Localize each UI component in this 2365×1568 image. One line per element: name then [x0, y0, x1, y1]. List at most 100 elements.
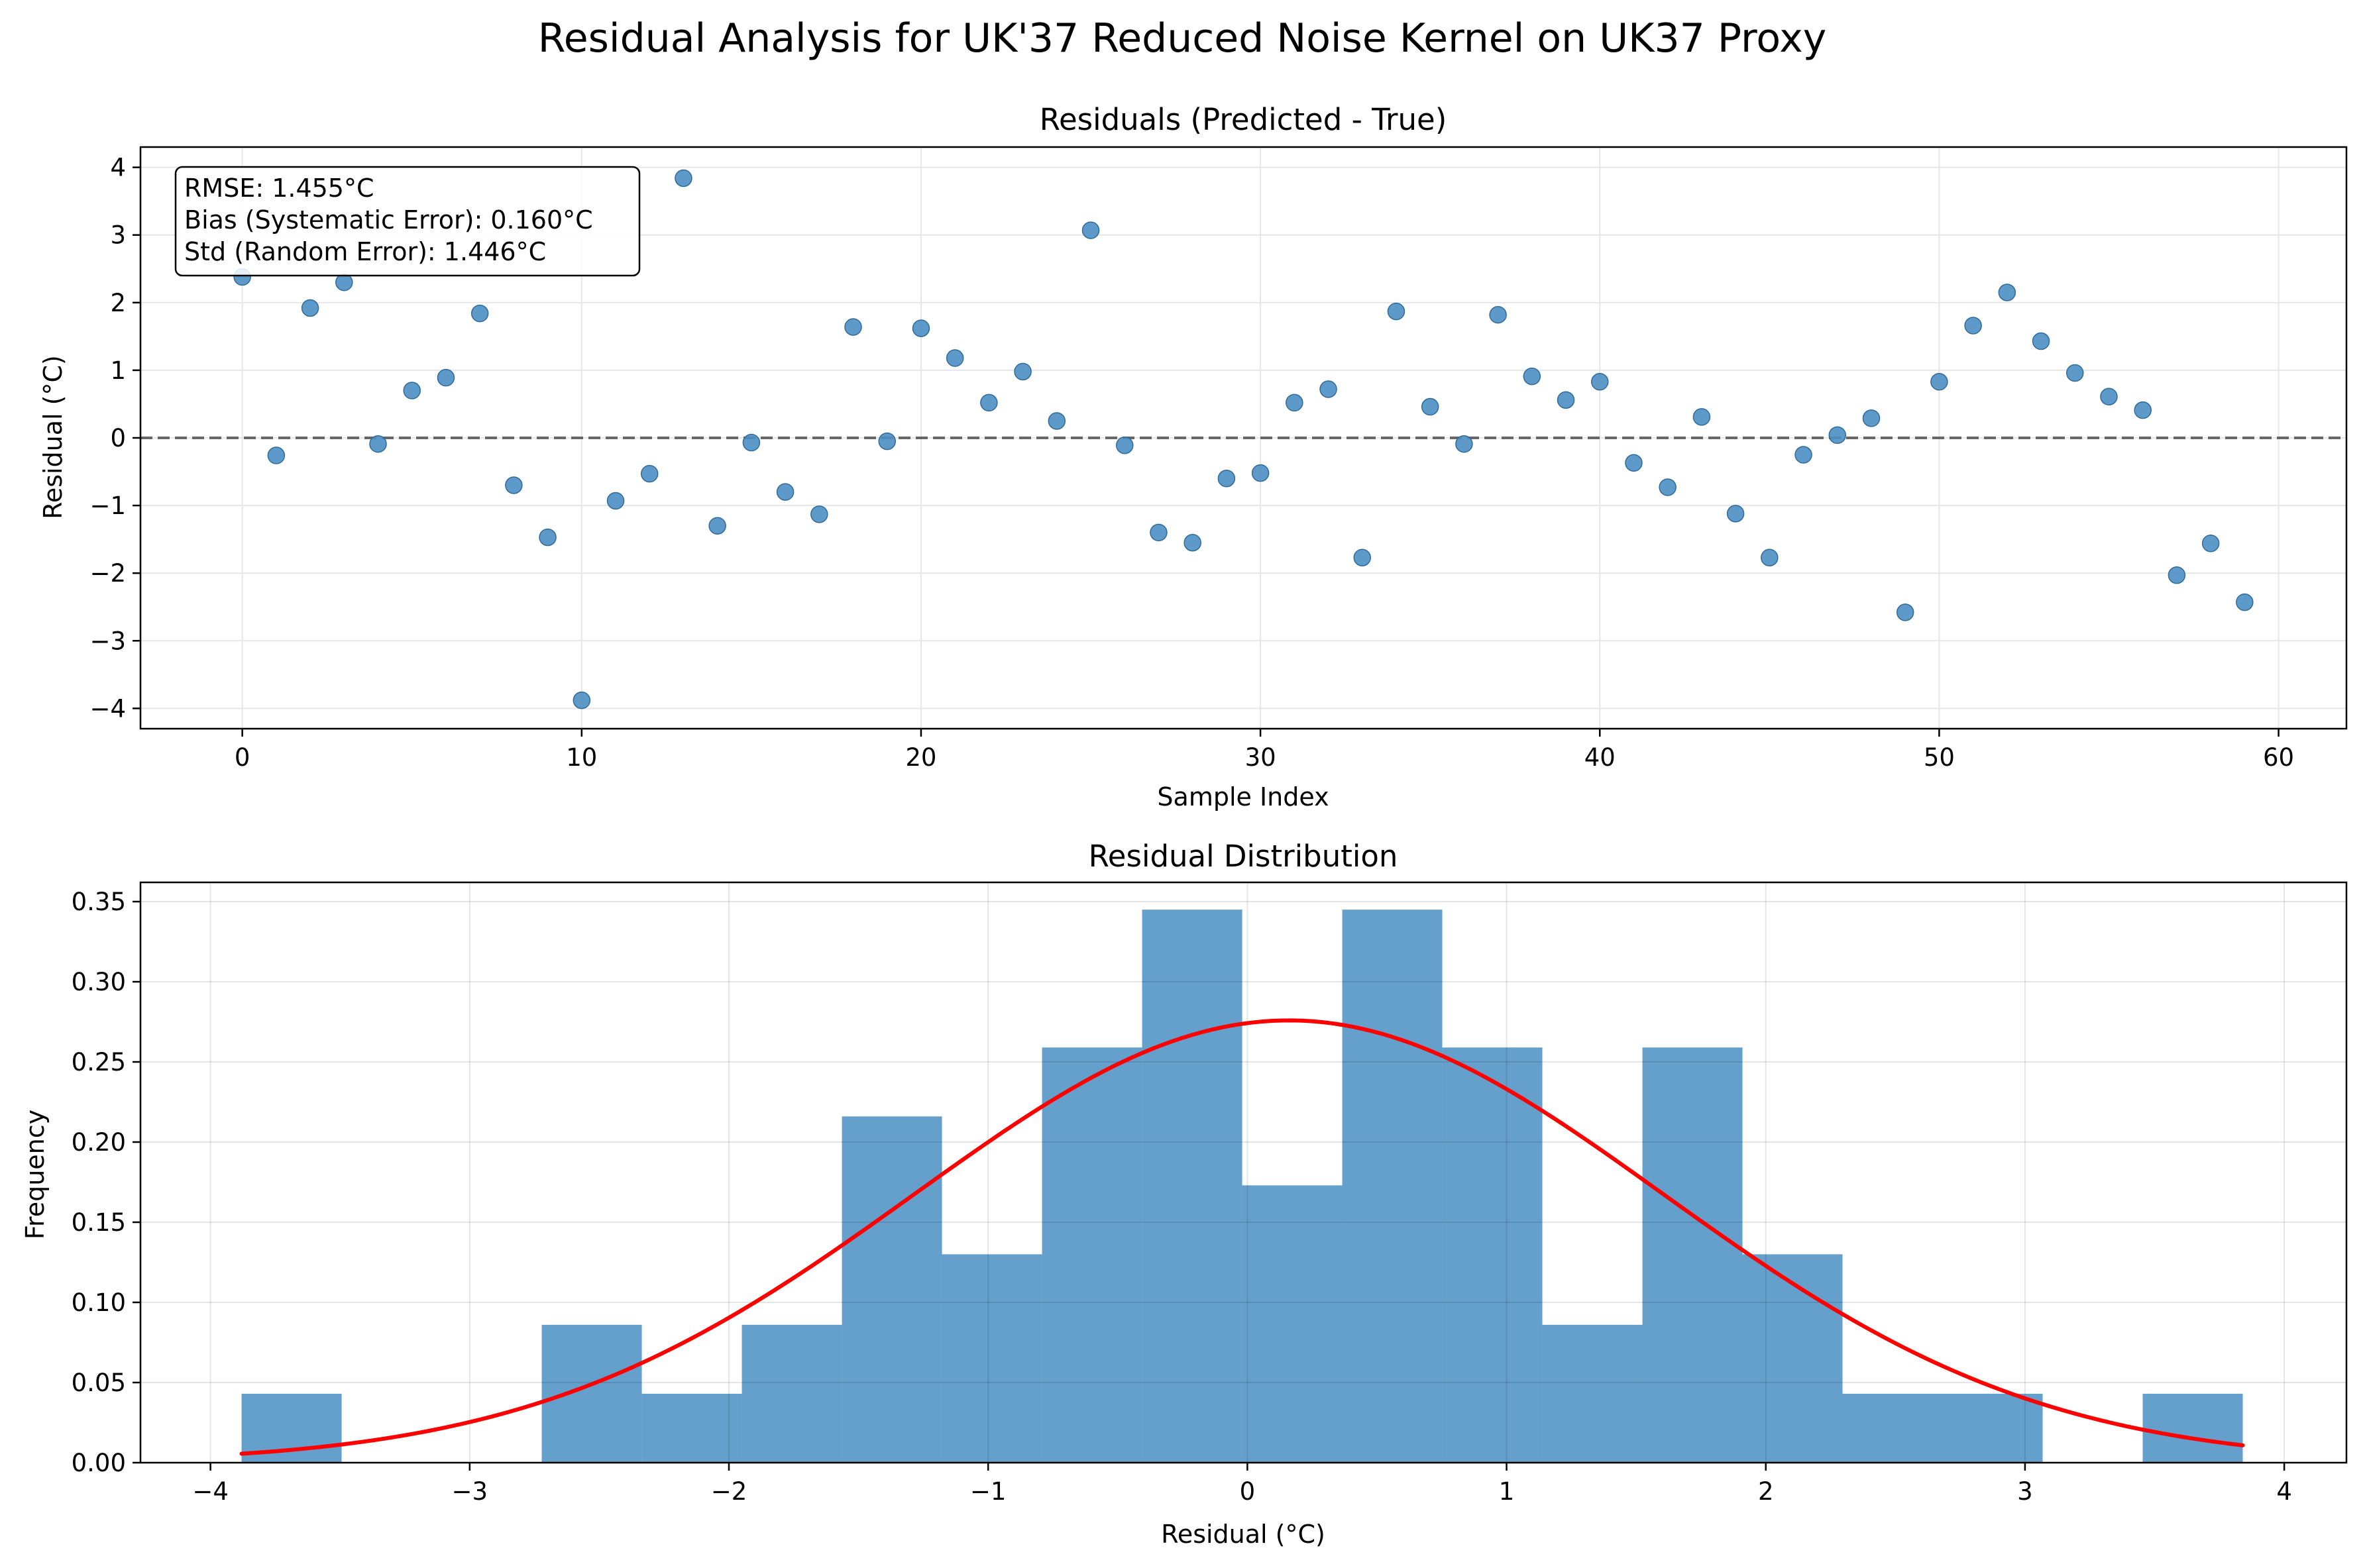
residual-point	[1081, 221, 1100, 239]
residual-point	[1183, 533, 1201, 552]
stats-box: RMSE: 1.455°C Bias (Systematic Error): 0…	[174, 166, 641, 277]
residual-point	[1217, 470, 1236, 488]
histogram-title: Residual Distribution	[1089, 839, 1398, 874]
stats-rmse: RMSE: 1.455°C	[184, 174, 374, 203]
residual-point	[946, 349, 964, 367]
histogram-bar	[1242, 1185, 1343, 1463]
scatter-ylabel: Residual (°C)	[38, 355, 68, 519]
residual-point	[267, 446, 286, 464]
figure-title: Residual Analysis for UK'37 Reduced Nois…	[538, 15, 1827, 62]
residual-point	[878, 432, 896, 450]
residual-point	[742, 433, 761, 452]
scatter-x-tick-label: 10	[566, 743, 597, 772]
histogram-bar	[942, 1254, 1042, 1463]
histogram-y-tick-label: 0.25	[72, 1048, 126, 1076]
residual-point	[1251, 464, 1270, 482]
residual-point	[1557, 391, 1575, 409]
histogram-x-tick-label: −3	[452, 1477, 488, 1506]
residual-point	[301, 299, 319, 317]
residual-point	[1489, 305, 1507, 324]
scatter-x-tick-label: 0	[235, 743, 250, 772]
histogram-bar	[641, 1393, 742, 1463]
residual-point	[1828, 426, 1847, 444]
histogram-x-tick-label: 0	[1240, 1477, 1256, 1506]
histogram-xlabel: Residual (°C)	[1161, 1520, 1325, 1549]
residual-point	[606, 492, 625, 510]
residual-point	[1998, 284, 2016, 301]
residuals-scatter-panel: Residuals (Predicted - True) 0 10 20 30 40 50…	[38, 102, 2348, 811]
residual-point	[403, 382, 421, 399]
residual-point	[844, 318, 862, 336]
histogram-x-tick-label: 1	[1499, 1477, 1515, 1506]
scatter-x-tick-label: 40	[1584, 743, 1616, 772]
histogram-bar	[1542, 1324, 1643, 1463]
residual-point	[1726, 505, 1745, 523]
residual-point	[1319, 380, 1337, 398]
residual-point	[1286, 393, 1303, 412]
residual-point	[2201, 535, 2220, 552]
histogram-x-tick-label: −2	[711, 1477, 747, 1506]
residual-point	[912, 319, 930, 337]
residual-point	[1048, 412, 1066, 430]
histogram-x-tick-label: 4	[2276, 1477, 2292, 1506]
scatter-x-tick-label: 30	[1245, 743, 1276, 772]
histogram-bar	[742, 1324, 842, 1463]
histogram-bar	[1942, 1393, 2043, 1463]
scatter-y-tick-label: 1	[110, 356, 126, 385]
scatter-y-tick-label: 3	[110, 221, 126, 250]
histogram-bar	[2142, 1393, 2243, 1463]
residual-point	[1387, 302, 1405, 321]
histogram-y-tick-label: 0.20	[72, 1128, 126, 1157]
scatter-y-tick-label: −2	[89, 559, 126, 588]
histogram-bar	[1742, 1254, 1843, 1463]
residual-point	[437, 368, 455, 387]
residual-point	[539, 528, 557, 547]
residual-point	[1591, 373, 1609, 391]
scatter-y-tick-label: −1	[89, 492, 126, 520]
residual-point	[810, 505, 828, 523]
histogram-bar	[1342, 910, 1443, 1463]
residual-point	[980, 393, 998, 412]
histogram-x-tick-label: 2	[1758, 1477, 1774, 1506]
residual-distribution-panel: Residual Distribution −4 −3 −2 −1 0 1 2 3 4 0.00 0…	[21, 839, 2348, 1549]
scatter-ticks: 0 10 20 30 40 50 60 −4 −3 −2 −1 0 1 2 3 4	[89, 154, 2294, 772]
residual-point	[1116, 436, 1134, 454]
residual-point	[1625, 454, 1643, 472]
residual-point	[2134, 401, 2152, 419]
residual-point	[1896, 603, 1914, 621]
residual-point	[1014, 362, 1032, 381]
residual-point	[1862, 409, 1881, 427]
residual-point	[1794, 446, 1812, 464]
histogram-bar	[1842, 1393, 1943, 1463]
residual-point	[2066, 364, 2084, 382]
residual-point	[2100, 388, 2118, 405]
scatter-y-tick-label: 4	[110, 154, 126, 182]
scatter-title: Residuals (Predicted - True)	[1040, 102, 1447, 137]
scatter-y-tick-label: 2	[110, 289, 126, 317]
histogram-bar	[1042, 1047, 1142, 1463]
residual-point	[1150, 523, 1168, 542]
residual-point	[573, 691, 591, 709]
histogram-y-tick-label: 0.10	[72, 1288, 126, 1317]
residual-point	[1421, 397, 1439, 416]
scatter-y-tick-label: 0	[110, 424, 126, 452]
histogram-y-tick-label: 0.15	[72, 1208, 126, 1237]
residual-point	[1930, 373, 1948, 391]
residual-point	[2032, 332, 2050, 350]
scatter-x-tick-label: 60	[2263, 743, 2294, 772]
scatter-xlabel: Sample Index	[1157, 782, 1329, 811]
histogram-x-tick-label: −4	[192, 1477, 229, 1506]
histogram-y-tick-label: 0.35	[72, 888, 126, 916]
residual-point	[640, 464, 659, 483]
residual-point	[2236, 593, 2254, 611]
histogram-axes-frame	[139, 881, 2348, 1464]
histogram-y-tick-label: 0.00	[72, 1449, 126, 1477]
residual-point	[1692, 408, 1711, 426]
residual-point	[1761, 549, 1779, 566]
residual-point	[369, 435, 387, 453]
stats-std: Std (Random Error): 1.446°C	[184, 237, 546, 266]
residual-point	[1455, 435, 1473, 453]
residual-point	[708, 517, 726, 535]
histogram-bars	[241, 910, 2243, 1463]
